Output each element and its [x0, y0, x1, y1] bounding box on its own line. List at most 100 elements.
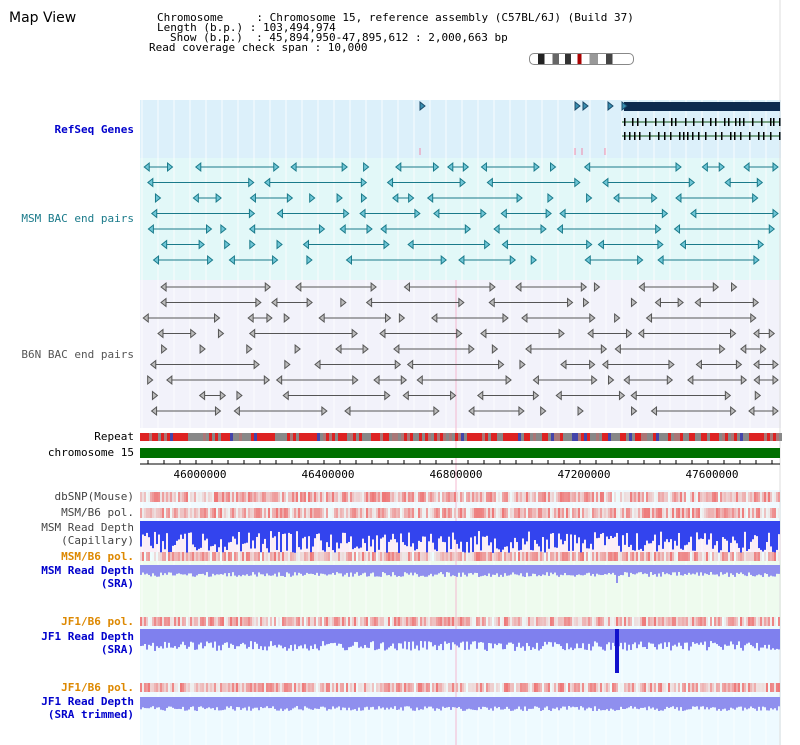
depth-bar — [704, 565, 706, 574]
heat-cell — [230, 492, 232, 502]
depth-bar — [500, 697, 502, 710]
heat-cell — [672, 508, 674, 518]
depth-bar — [474, 565, 476, 573]
depth-bar — [480, 697, 482, 710]
heat-cell — [426, 492, 428, 502]
depth-bar — [152, 629, 154, 643]
depth-bar — [772, 565, 774, 577]
heat-cell — [502, 683, 504, 692]
heat-cell — [282, 617, 284, 626]
heat-cell — [480, 683, 482, 692]
heat-cell — [572, 508, 574, 518]
bac-end — [161, 343, 168, 355]
heat-cell — [186, 683, 188, 692]
depth-bar — [646, 629, 648, 650]
heat-cell — [680, 552, 682, 561]
heat-cell — [204, 617, 206, 626]
heat-cell — [770, 683, 772, 692]
heat-cell — [528, 617, 530, 626]
heat-cell — [264, 617, 266, 626]
depth-bar — [672, 697, 674, 707]
heat-cell — [426, 683, 428, 692]
heat-cell — [630, 492, 632, 502]
heat-cell — [732, 683, 734, 692]
heat-cell — [232, 492, 234, 502]
depth-bar — [192, 629, 194, 643]
depth-bar — [598, 521, 600, 538]
depth-bar — [368, 565, 370, 577]
depth-bar — [658, 697, 660, 711]
track-label-refseq[interactable]: RefSeq Genes — [54, 123, 134, 136]
heat-cell — [280, 508, 282, 518]
depth-bar — [304, 565, 306, 575]
depth-bar — [728, 565, 730, 577]
bac-end — [248, 177, 255, 188]
depth-bar — [358, 629, 360, 648]
heat-cell — [156, 552, 158, 561]
heat-cell — [372, 552, 374, 561]
heat-cell — [700, 508, 702, 518]
heat-cell — [278, 492, 280, 502]
heat-cell — [190, 508, 192, 518]
track-label-msm-b6-pol: MSM/B6 pol. — [61, 506, 134, 519]
heat-cell — [748, 492, 750, 502]
depth-bar — [362, 629, 364, 649]
heat-cell — [604, 552, 606, 561]
depth-bar — [562, 629, 564, 650]
heat-cell — [192, 492, 194, 502]
depth-bar — [710, 521, 712, 534]
depth-bar — [484, 629, 486, 650]
heat-cell — [704, 508, 706, 518]
depth-bar — [194, 697, 196, 711]
heat-cell — [634, 492, 636, 502]
depth-bar — [472, 629, 474, 642]
heat-cell — [376, 508, 378, 518]
depth-bar — [668, 697, 670, 709]
heat-cell — [546, 617, 548, 626]
heat-cell — [628, 552, 630, 561]
heat-cell — [420, 492, 422, 502]
heat-cell — [516, 617, 518, 626]
track-label-msm-bac[interactable]: MSM BAC end pairs — [21, 212, 134, 225]
gene-exon — [724, 118, 726, 126]
depth-bar — [472, 521, 474, 553]
heat-cell — [144, 617, 146, 626]
depth-bar — [488, 697, 490, 710]
bac-end — [302, 239, 310, 250]
depth-bar — [716, 697, 718, 711]
heat-cell — [620, 617, 622, 626]
heat-cell — [280, 683, 282, 692]
heat-cell — [238, 508, 240, 518]
heat-cell — [424, 492, 426, 502]
heat-cell — [158, 552, 160, 561]
heat-cell — [366, 508, 368, 518]
heat-cell — [470, 617, 472, 626]
heat-cell — [396, 617, 398, 626]
repeat-seg — [746, 433, 749, 441]
heat-cell — [400, 552, 402, 561]
heat-cell — [498, 617, 500, 626]
depth-bar — [704, 521, 706, 534]
depth-bar — [578, 565, 580, 575]
depth-bar — [422, 697, 424, 710]
depth-bar — [288, 629, 290, 649]
depth-bar — [316, 565, 318, 573]
depth-bar — [706, 629, 708, 651]
heat-cell — [346, 552, 348, 561]
depth-bar — [198, 565, 200, 574]
heat-cell — [562, 492, 564, 502]
depth-bar — [550, 629, 552, 643]
heat-cell — [166, 508, 168, 518]
heat-cell — [574, 492, 576, 502]
depth-bar — [488, 629, 490, 643]
track-label-repeat: Repeat — [94, 430, 134, 443]
heat-cell — [660, 508, 662, 518]
heat-cell — [182, 683, 184, 692]
heat-cell — [554, 552, 556, 561]
heat-cell — [370, 617, 372, 626]
heat-cell — [462, 552, 464, 561]
heat-cell — [562, 552, 564, 561]
chromosome-ideogram[interactable] — [529, 53, 634, 65]
track-label-b6n-bac[interactable]: B6N BAC end pairs — [21, 348, 134, 361]
